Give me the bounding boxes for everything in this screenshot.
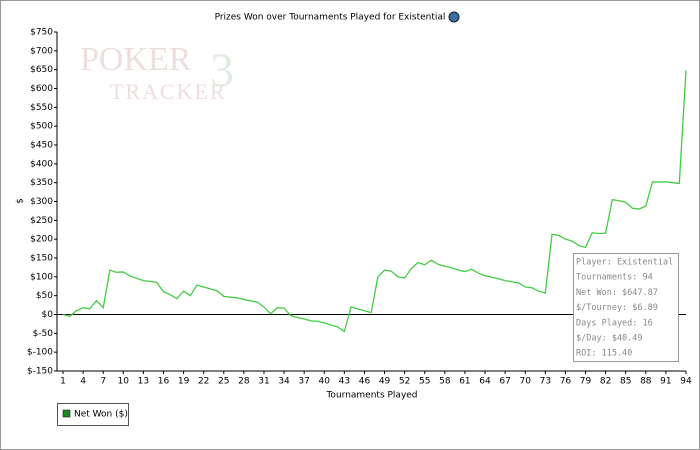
- y-tick-label: $150: [30, 254, 53, 264]
- x-tick-label: 40: [319, 377, 331, 387]
- y-tick-label: $650: [30, 65, 53, 75]
- y-tick-label: $200: [30, 235, 53, 245]
- stat-line: $/Tourney: $6.89: [576, 303, 658, 313]
- y-axis-label: $: [16, 198, 26, 204]
- y-tick-label: $350: [30, 178, 53, 188]
- x-tick-label: 76: [560, 377, 572, 387]
- x-tick-label: 25: [218, 377, 229, 387]
- x-tick-label: 55: [419, 377, 430, 387]
- y-tick-label: $300: [30, 197, 53, 207]
- stat-line: Net Won: $647.87: [576, 288, 658, 298]
- y-tick-label: $450: [30, 141, 53, 151]
- x-tick-label: 16: [158, 377, 170, 387]
- x-tick-label: 28: [238, 377, 250, 387]
- chart-title: Prizes Won over Tournaments Played for E…: [215, 13, 446, 23]
- legend-swatch: [62, 409, 71, 418]
- stat-line: Days Played: 16: [576, 318, 653, 328]
- legend: [57, 403, 129, 426]
- x-tick-label: 46: [359, 377, 371, 387]
- x-tick-label: 37: [298, 377, 309, 387]
- x-tick-label: 85: [620, 377, 631, 387]
- stat-line: Tournaments: 94: [576, 273, 653, 283]
- x-tick-label: 13: [138, 377, 149, 387]
- legend-label: Net Won ($): [74, 410, 128, 420]
- y-tick-label: $400: [30, 159, 53, 169]
- title-icon: [448, 11, 460, 23]
- x-tick-label: 88: [640, 377, 652, 387]
- y-tick-label: $500: [30, 122, 53, 132]
- x-axis-label: Tournaments Played: [325, 391, 417, 401]
- y-tick-label: $600: [30, 84, 53, 94]
- x-tick-label: 19: [178, 377, 190, 387]
- x-tick-label: 73: [540, 377, 551, 387]
- stats-box: Player: Existential Tournaments: 94 Net Wo…: [573, 253, 679, 362]
- y-tick-label: $50: [36, 291, 53, 301]
- line: [62, 70, 687, 333]
- watermark: 3: [210, 44, 234, 97]
- x-tick-label: 61: [459, 377, 470, 387]
- stat-line: ROI: 115.40: [576, 349, 632, 359]
- stats-frame: [573, 253, 679, 362]
- y-tick-label: $550: [30, 103, 53, 113]
- x-tick-label: 34: [278, 377, 290, 387]
- stat-line: Player: Existential: [576, 258, 673, 268]
- y-tick-label: $100: [30, 272, 53, 282]
- y-tick-label: $700: [30, 46, 53, 56]
- stat-line: $/Day: $40.49: [576, 334, 643, 344]
- y-tick-label: $750: [30, 28, 53, 38]
- x-tick-label: 82: [600, 377, 611, 387]
- y-tick-label: $0: [42, 310, 54, 320]
- y-tick-label: $-50: [33, 329, 54, 339]
- x-tick-label: 43: [339, 377, 350, 387]
- watermark: POKER: [80, 41, 192, 78]
- x-tick-label: 10: [118, 377, 130, 387]
- x-tick-label: 67: [499, 377, 510, 387]
- x-tick-label: 22: [198, 377, 209, 387]
- x-tick-label: 64: [479, 377, 491, 387]
- x-tick-label: 1: [60, 377, 66, 387]
- watermark: TRACKER: [110, 79, 227, 104]
- x-tick-label: 70: [519, 377, 531, 387]
- x-tick-label: 7: [100, 377, 106, 387]
- y-tick-label: $-150: [27, 367, 53, 377]
- x-tick-label: 4: [80, 377, 86, 387]
- x-tick-label: 94: [680, 377, 692, 387]
- x-tick-label: 79: [580, 377, 592, 387]
- y-tick-label: $-100: [27, 348, 53, 358]
- x-tick-label: 49: [379, 377, 391, 387]
- x-tick-label: 52: [399, 377, 410, 387]
- y-tick-label: $250: [30, 216, 53, 226]
- x-tick-label: 58: [439, 377, 451, 387]
- x-tick-label: 91: [660, 377, 671, 387]
- x-tick-label: 31: [258, 377, 269, 387]
